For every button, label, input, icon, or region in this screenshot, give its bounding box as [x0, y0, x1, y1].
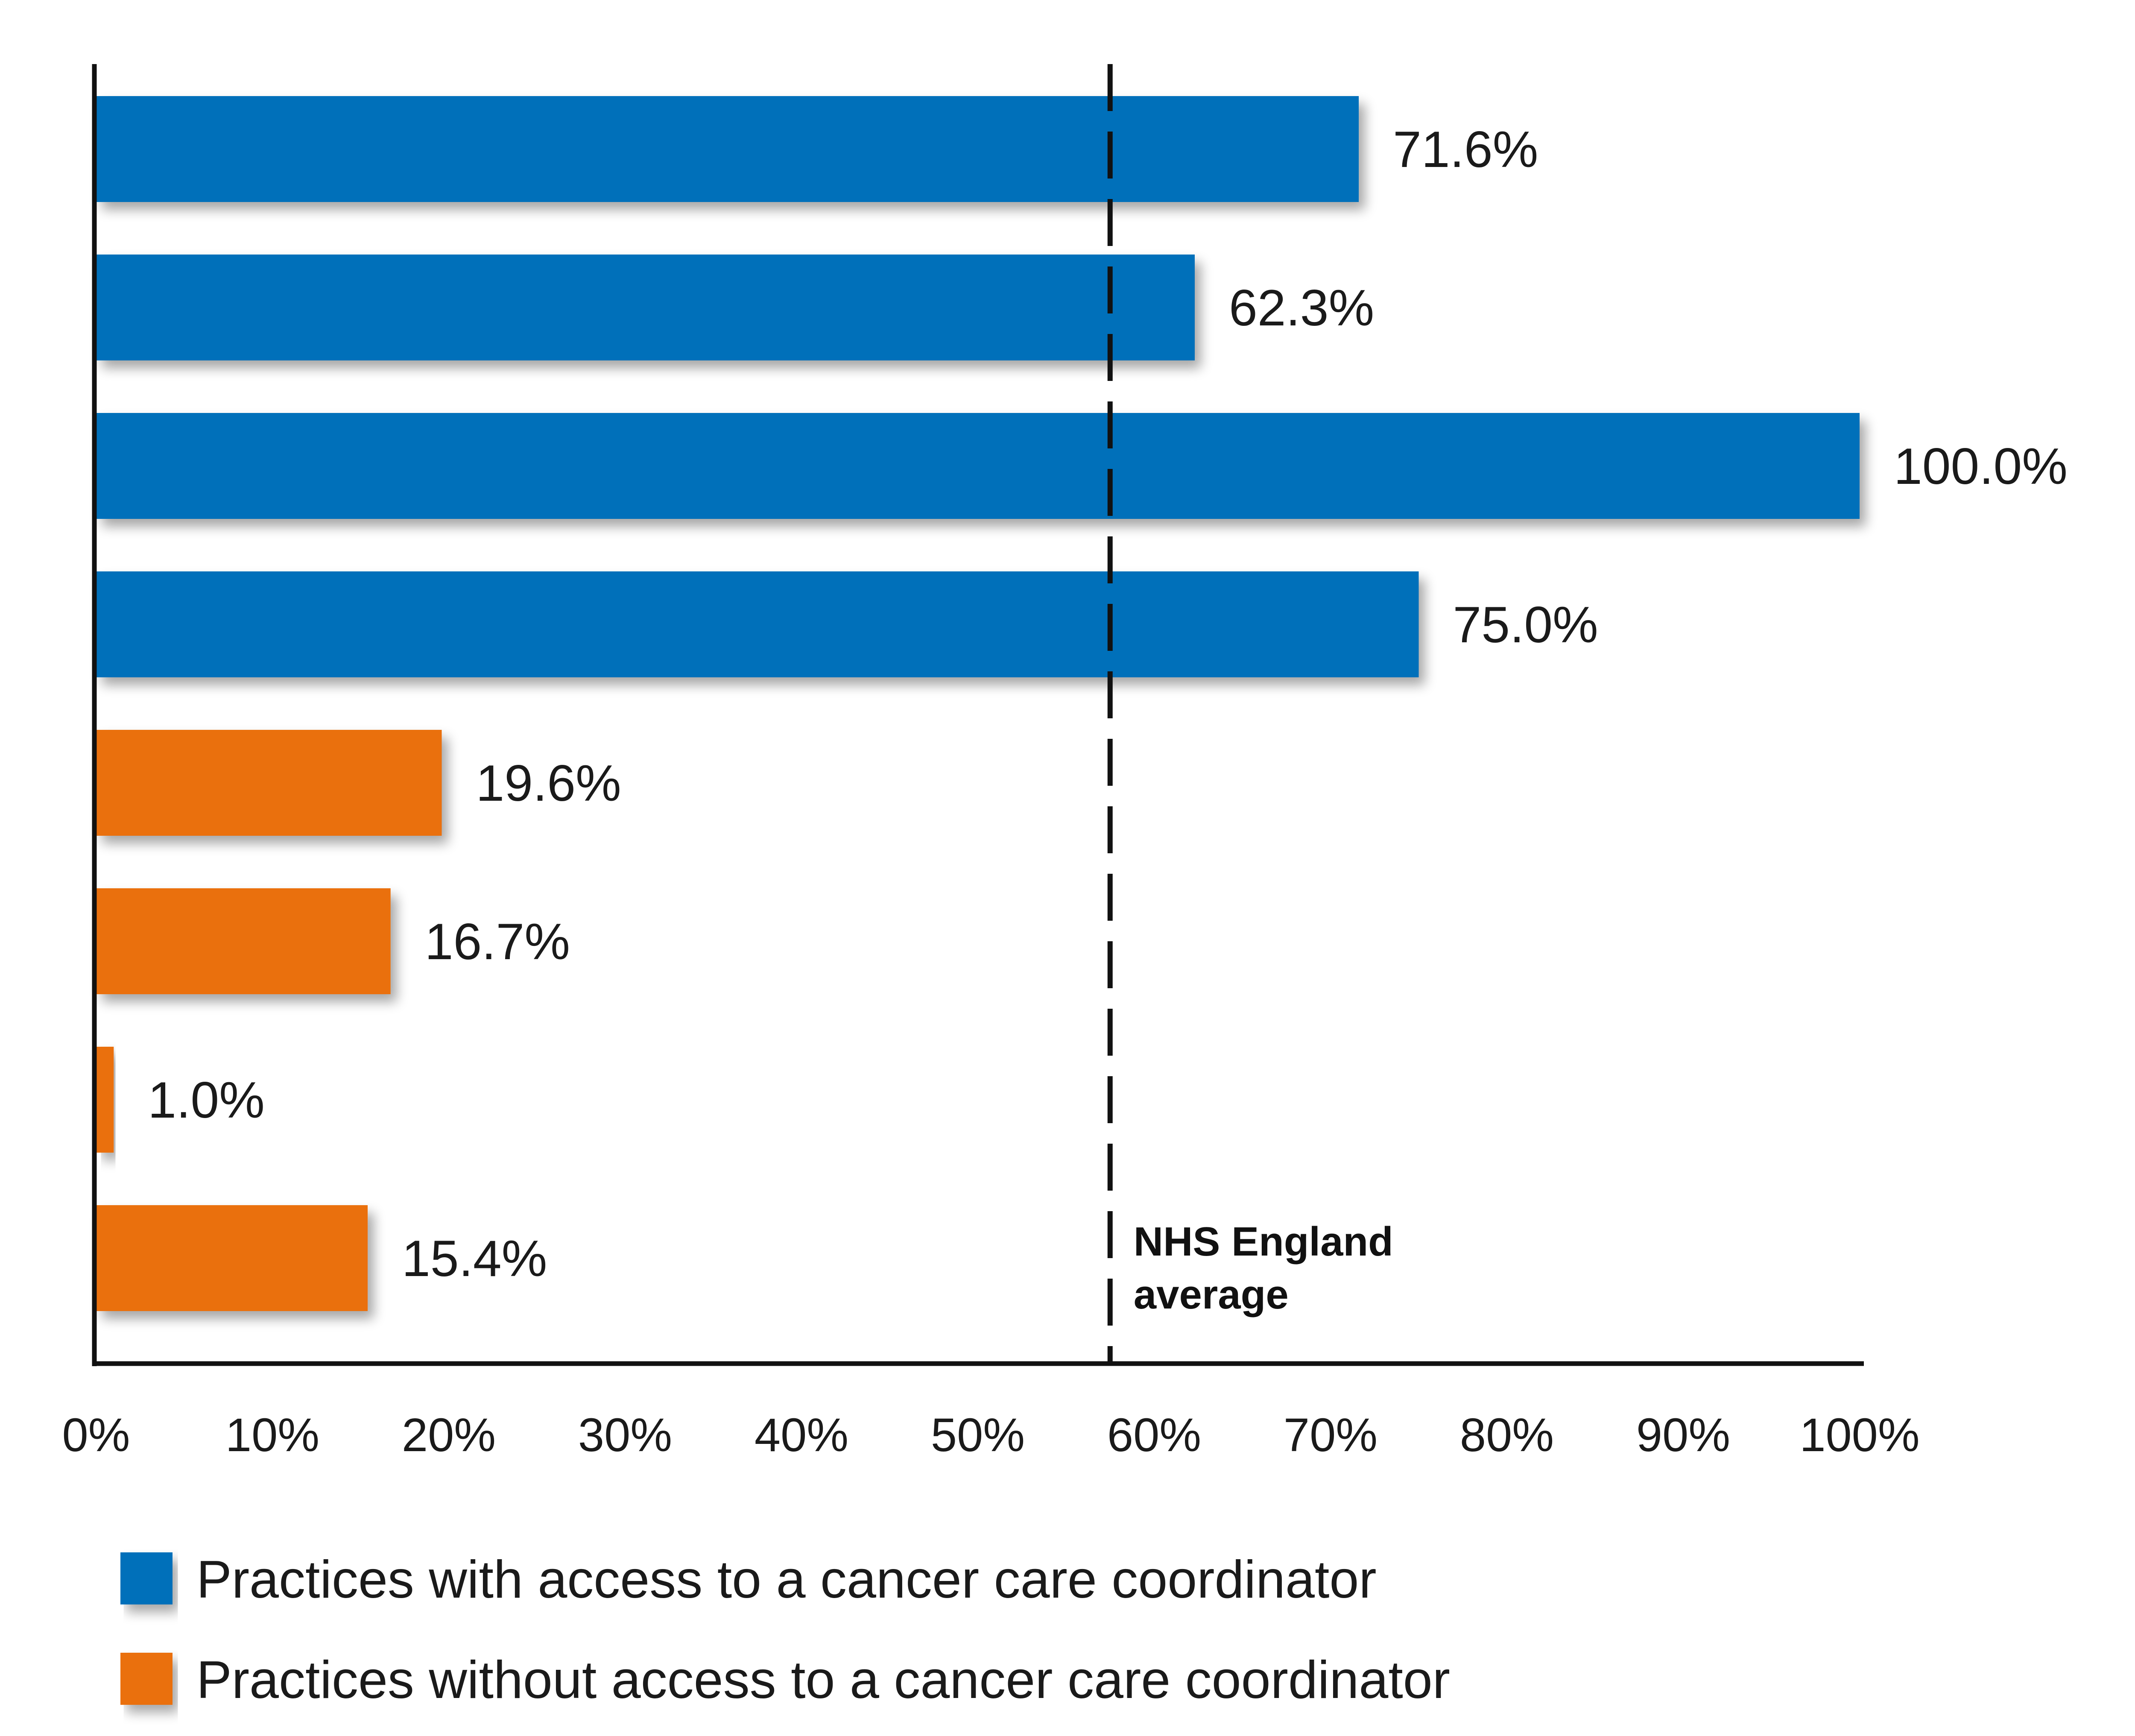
data-label: 71.6%: [1393, 121, 1538, 178]
x-tick-labels: 0% 10% 20% 30% 40% 50% 60% 70% 80% 90% 100%: [62, 1409, 1920, 1461]
legend-swatch: [120, 1552, 173, 1604]
bar: [96, 888, 391, 994]
x-tick-label: 70%: [1284, 1409, 1378, 1461]
x-tick-label: 30%: [578, 1409, 672, 1461]
reference-line-label: NHS England average: [1134, 1219, 1393, 1317]
x-tick-label: 10%: [225, 1409, 319, 1461]
x-tick-label: 50%: [931, 1409, 1025, 1461]
data-label: 1.0%: [148, 1071, 265, 1129]
legend: Practices with access to a cancer care c…: [120, 1550, 1450, 1710]
data-label: 100.0%: [1894, 438, 2068, 495]
bar: [96, 1205, 368, 1311]
x-tick-label: 80%: [1460, 1409, 1554, 1461]
reference-line-group: NHS England average: [1107, 64, 1393, 1364]
x-tick-label: 90%: [1636, 1409, 1730, 1461]
x-tick-label: 60%: [1107, 1409, 1201, 1461]
x-tick-label: 20%: [402, 1409, 496, 1461]
bar: [96, 96, 1359, 202]
bar: [96, 730, 442, 836]
axes-layer: [92, 64, 1864, 1366]
bar: [96, 413, 1860, 519]
bars-layer: 71.6% 62.3% 100.0% 75.0% 19.6% 16.7% 1.0% 15.4%: [96, 96, 2068, 1311]
data-label: 19.6%: [476, 755, 621, 812]
legend-swatch: [120, 1653, 173, 1705]
bar: [96, 255, 1195, 360]
data-label: 62.3%: [1229, 279, 1374, 337]
bar: [96, 1047, 114, 1153]
x-tick-label: 0%: [62, 1409, 130, 1461]
data-label: 75.0%: [1453, 596, 1598, 653]
x-tick-label: 100%: [1799, 1409, 1919, 1461]
legend-label: Practices with access to a cancer care c…: [196, 1550, 1377, 1609]
legend-label: Practices without access to a cancer car…: [196, 1651, 1450, 1710]
x-tick-label: 40%: [755, 1409, 848, 1461]
data-label: 15.4%: [402, 1230, 547, 1287]
data-label: 16.7%: [425, 913, 570, 970]
bar: [96, 571, 1419, 677]
